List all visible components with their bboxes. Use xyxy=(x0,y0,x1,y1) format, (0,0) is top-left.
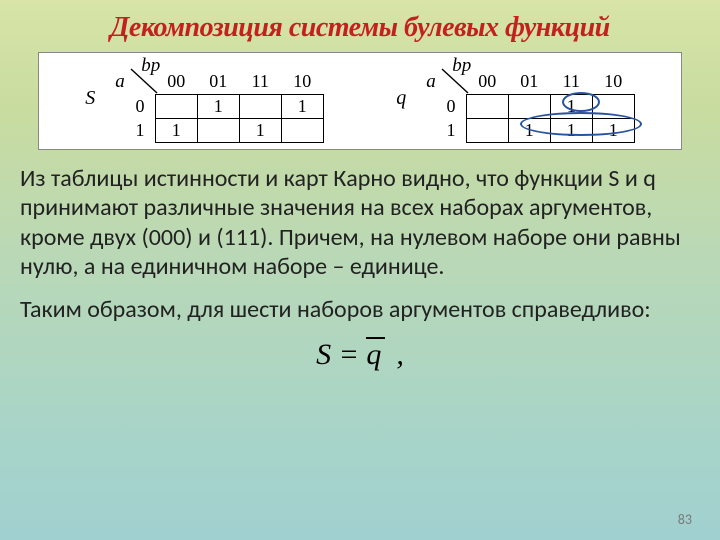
page-number: 83 xyxy=(678,511,692,528)
row-axis-label: a xyxy=(426,71,436,93)
col-header: 01 xyxy=(508,71,550,95)
eq-rhs: q xyxy=(366,338,381,371)
col-axis-label: bp xyxy=(452,55,471,77)
col-header: 01 xyxy=(197,71,239,95)
equation: S = q , xyxy=(18,338,702,372)
kmap-s: bp a S 00 01 11 10 0 1 1 1 1 1 xyxy=(85,57,324,143)
col-header: 00 xyxy=(155,71,197,95)
row-axis-label: a xyxy=(115,71,125,93)
function-label-q: q xyxy=(396,87,406,110)
karnaugh-group-circle xyxy=(520,112,642,136)
eq-sign: = xyxy=(331,338,366,371)
col-header: 10 xyxy=(281,71,323,95)
col-header: 00 xyxy=(466,71,508,95)
row-header: 0 xyxy=(440,95,466,119)
kmap-cell xyxy=(239,95,281,119)
kmap-cell: 1 xyxy=(239,119,281,143)
body-paragraph-2: Таким образом, для шести наборов аргумен… xyxy=(20,295,700,324)
eq-lhs: S xyxy=(316,338,331,371)
col-header: 10 xyxy=(592,71,634,95)
kmap-cell xyxy=(466,95,508,119)
karnaugh-maps-container: bp a S 00 01 11 10 0 1 1 1 1 1 xyxy=(38,52,682,150)
slide-title: Декомпозиция системы булевых функций xyxy=(18,12,702,44)
eq-tail: , xyxy=(389,338,404,371)
row-header: 0 xyxy=(129,95,155,119)
kmap-cell xyxy=(281,119,323,143)
kmap-cell xyxy=(155,95,197,119)
row-header: 1 xyxy=(440,119,466,143)
function-label-s: S xyxy=(85,87,95,110)
kmap-cell xyxy=(466,119,508,143)
karnaugh-group-circle xyxy=(562,92,600,112)
kmap-table-s: 00 01 11 10 0 1 1 1 1 1 xyxy=(129,71,324,143)
col-header: 11 xyxy=(239,71,281,95)
kmap-cell xyxy=(197,119,239,143)
col-axis-label: bp xyxy=(141,55,160,77)
body-paragraph-1: Из таблицы истинности и карт Карно видно… xyxy=(20,164,700,281)
row-header: 1 xyxy=(129,119,155,143)
kmap-cell: 1 xyxy=(155,119,197,143)
kmap-cell: 1 xyxy=(197,95,239,119)
col-header: 11 xyxy=(550,71,592,95)
kmap-cell: 1 xyxy=(281,95,323,119)
kmap-q: bp a q 00 01 11 10 0 1 1 1 1 xyxy=(396,57,635,143)
